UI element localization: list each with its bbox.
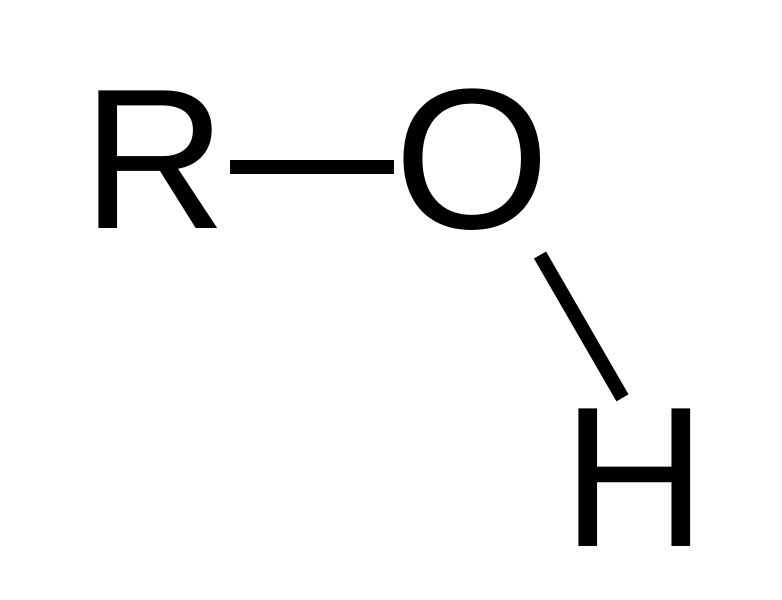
chemical-structure-diagram: R O H	[0, 0, 782, 600]
atom-h: H	[562, 378, 706, 578]
atom-o: O	[394, 60, 550, 260]
bond-r-o	[230, 160, 394, 174]
atom-r: R	[82, 60, 226, 260]
